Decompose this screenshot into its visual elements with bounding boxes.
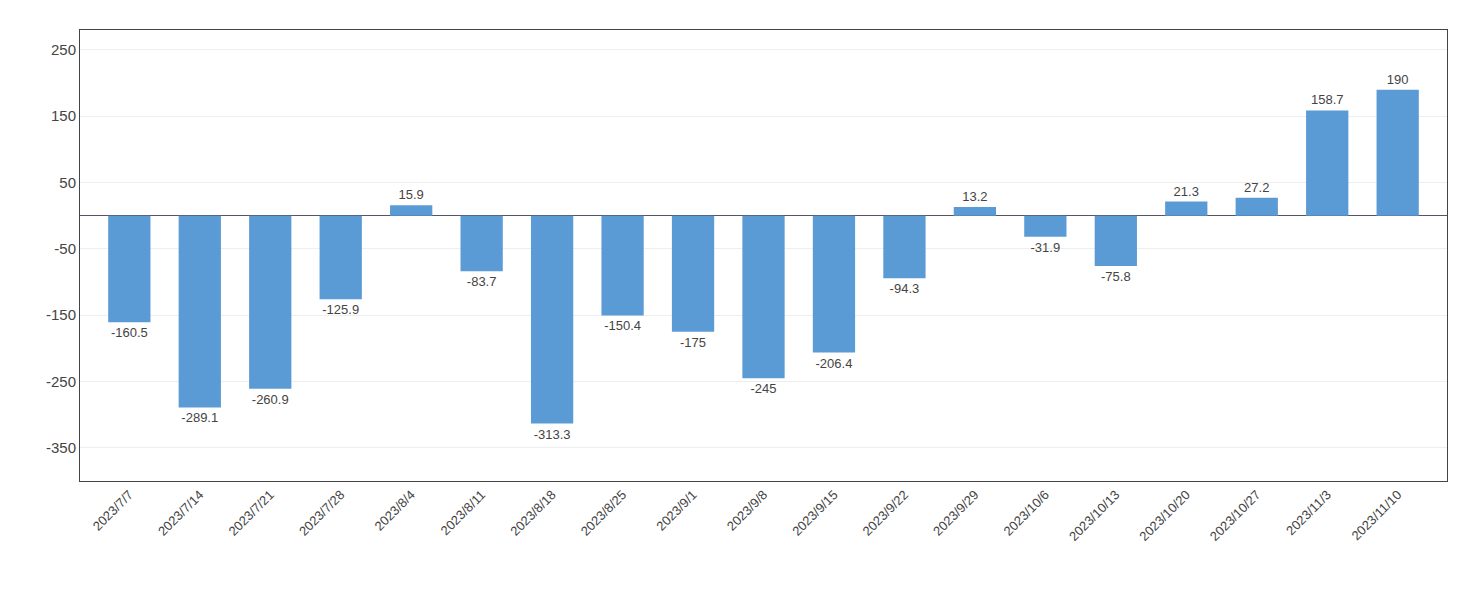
svg-text:-289.1: -289.1 <box>181 410 218 425</box>
svg-text:-75.8: -75.8 <box>1101 269 1131 284</box>
svg-text:2023/10/27: 2023/10/27 <box>1207 487 1264 544</box>
svg-text:-150: -150 <box>46 306 76 323</box>
svg-text:-125.9: -125.9 <box>322 302 359 317</box>
svg-text:2023/8/18: 2023/8/18 <box>507 487 559 539</box>
svg-text:2023/9/1: 2023/9/1 <box>653 487 699 533</box>
svg-text:158.7: 158.7 <box>1311 92 1344 107</box>
svg-text:150: 150 <box>51 107 76 124</box>
svg-text:2023/8/4: 2023/8/4 <box>372 487 418 533</box>
svg-text:2023/10/6: 2023/10/6 <box>1001 487 1053 539</box>
svg-text:-206.4: -206.4 <box>816 356 853 371</box>
svg-text:2023/10/20: 2023/10/20 <box>1136 487 1193 544</box>
svg-text:2023/7/21: 2023/7/21 <box>225 487 277 539</box>
svg-text:13.2: 13.2 <box>962 189 987 204</box>
svg-text:-160.5: -160.5 <box>111 325 148 340</box>
svg-text:-175: -175 <box>680 335 706 350</box>
svg-text:-150.4: -150.4 <box>604 318 641 333</box>
svg-text:50: 50 <box>59 174 76 191</box>
svg-text:2023/7/28: 2023/7/28 <box>296 487 348 539</box>
svg-text:21.3: 21.3 <box>1174 184 1199 199</box>
svg-text:2023/8/25: 2023/8/25 <box>578 487 630 539</box>
svg-text:2023/7/7: 2023/7/7 <box>90 487 136 533</box>
svg-text:-350: -350 <box>46 439 76 456</box>
svg-text:2023/9/22: 2023/9/22 <box>860 487 912 539</box>
svg-text:-83.7: -83.7 <box>467 274 497 289</box>
svg-text:-31.9: -31.9 <box>1031 240 1061 255</box>
svg-text:-250: -250 <box>46 373 76 390</box>
svg-text:2023/9/15: 2023/9/15 <box>789 487 841 539</box>
svg-text:2023/8/11: 2023/8/11 <box>438 487 489 538</box>
svg-text:-260.9: -260.9 <box>252 392 289 407</box>
svg-text:2023/9/29: 2023/9/29 <box>930 487 982 539</box>
svg-text:-313.3: -313.3 <box>534 427 571 442</box>
svg-text:-50: -50 <box>54 240 76 257</box>
svg-text:2023/9/8: 2023/9/8 <box>724 487 770 533</box>
svg-text:2023/11/10: 2023/11/10 <box>1348 487 1404 543</box>
svg-text:27.2: 27.2 <box>1244 180 1269 195</box>
svg-text:-245: -245 <box>750 381 776 396</box>
svg-text:2023/11/3: 2023/11/3 <box>1283 487 1334 538</box>
svg-text:190: 190 <box>1387 72 1409 87</box>
svg-text:2023/10/13: 2023/10/13 <box>1066 487 1123 544</box>
svg-text:2023/7/14: 2023/7/14 <box>155 487 207 539</box>
svg-text:-94.3: -94.3 <box>890 281 920 296</box>
svg-text:250: 250 <box>51 41 76 58</box>
svg-text:15.9: 15.9 <box>399 187 424 202</box>
